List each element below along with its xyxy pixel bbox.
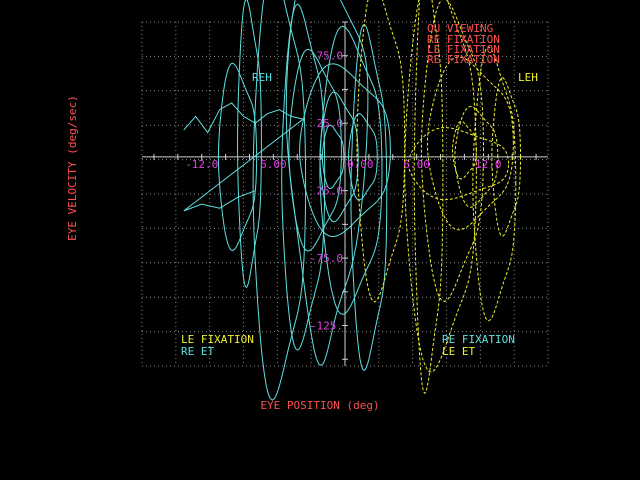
series-2-loop-9 [491, 77, 521, 237]
y-tick-label: 75.0 [317, 50, 344, 63]
annotation-ou-viewing: OU VIEWING [427, 22, 493, 35]
y-tick-label: -75.0 [310, 252, 343, 265]
series-2-loop-2 [426, 56, 514, 231]
annotation-re-fixation-2: RE FIXATION [427, 53, 500, 66]
series-1-trace [183, 102, 305, 212]
series-1-loop-11 [321, 124, 345, 190]
series-1-loop-5 [281, 3, 326, 351]
y-tick-label: 25.0 [317, 117, 344, 130]
series-1-loop-10 [299, 63, 391, 238]
series-1-loop-4 [319, 25, 383, 316]
series-1-loop-12 [350, 23, 388, 371]
y-tick-label: 25.0 [317, 185, 344, 198]
series-1-loop-8 [236, 0, 262, 289]
series-2-loop-10 [407, 127, 510, 201]
series-1-loop-7 [217, 62, 258, 252]
series-2-loop-7 [356, 0, 406, 303]
legend-re-et: RE ET [181, 345, 214, 358]
legend-le-et: LE ET [442, 345, 475, 358]
y-tick-label: -125. [310, 320, 343, 333]
x-tick-label: 12.0 [475, 158, 502, 171]
series-2-loop-5 [472, 46, 517, 322]
series-1-loop-9 [252, 0, 307, 401]
origin-label: 0.00 [347, 158, 374, 171]
x-axis-label: EYE POSITION (deg) [260, 399, 379, 412]
plot-axes [142, 21, 548, 366]
legend-le-fixation: LE FIXATION [181, 333, 254, 346]
y-axis-label: EYE VELOCITY (deg/sec) [66, 95, 79, 241]
label-reh: REH [252, 71, 272, 84]
label-leh: LEH [518, 71, 538, 84]
series-layer [183, 0, 521, 401]
x-tick-label: 6.00 [403, 158, 430, 171]
series-2 [356, 0, 521, 395]
annotation-re-fixation-1: RE FIXATION [427, 33, 500, 46]
series-2-loop-1 [420, 0, 484, 303]
legend-re-fixation: RE FIXATION [442, 333, 515, 346]
x-tick-label: -12.0 [185, 158, 218, 171]
series-1 [183, 0, 391, 401]
annotation-le-fixation: LE FIXATION [427, 43, 500, 56]
tick-labels: -12.0 6.00 6.00 12.0 75.0 25.0 25.0 -75.0 -125. 0… [185, 50, 501, 333]
series-1-loop-2 [288, 48, 342, 252]
series-2-loop-3 [454, 105, 499, 208]
x-tick-label: 6.00 [260, 158, 287, 171]
series-1-loop-6 [348, 113, 378, 201]
series-2-loop-6 [413, 0, 444, 395]
series-2-loop-8 [452, 120, 477, 180]
